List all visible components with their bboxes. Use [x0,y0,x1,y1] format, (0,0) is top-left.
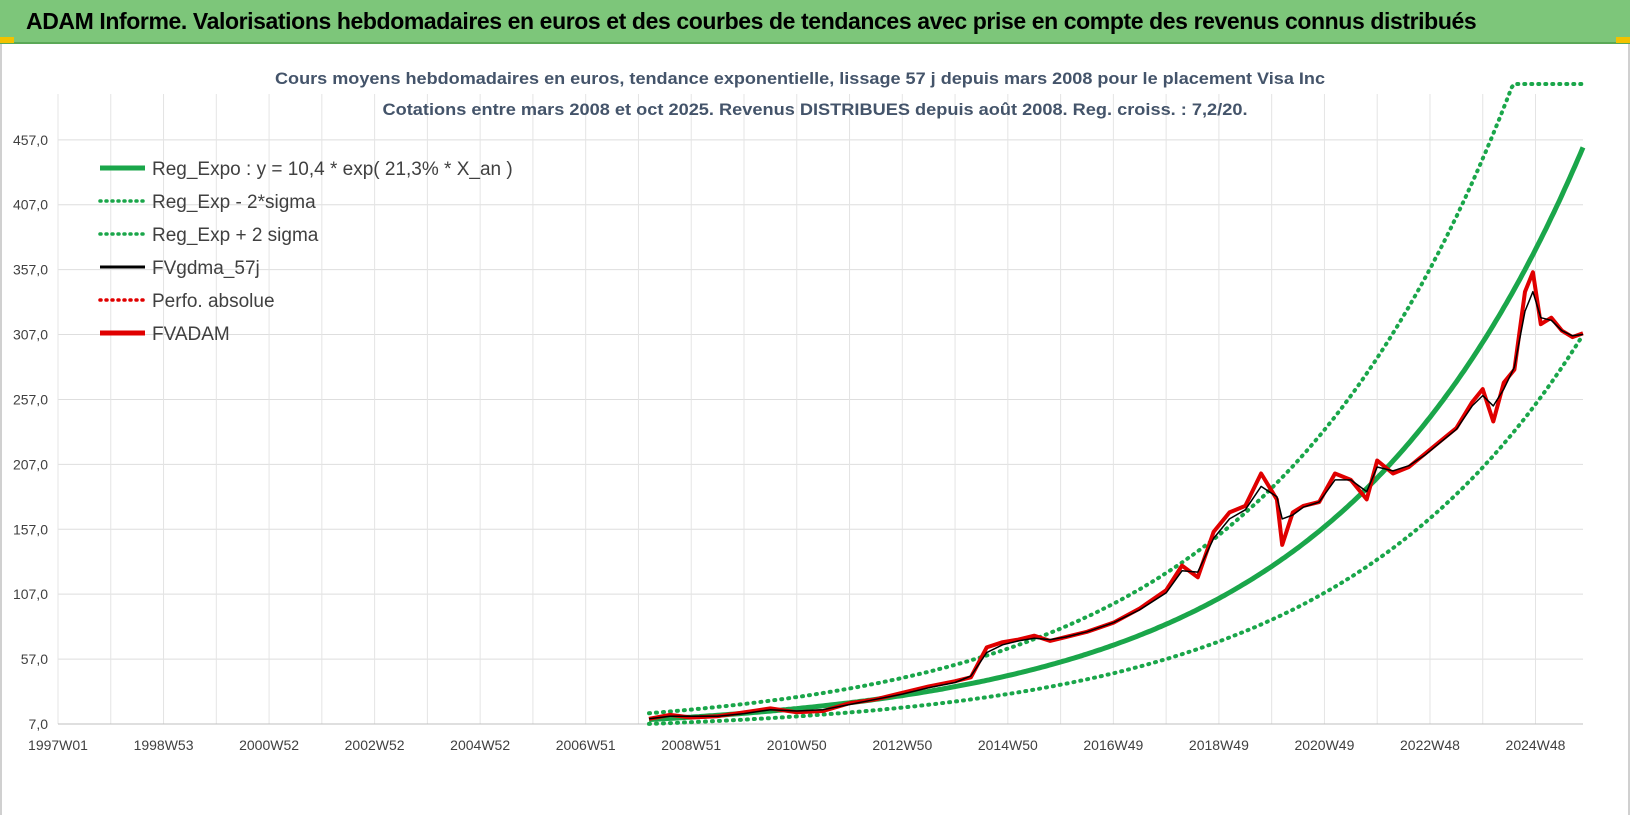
legend-label: Perfo. absolue [152,291,275,312]
x-tick-label: 2024W48 [1506,737,1566,753]
corner-mark-right [1616,37,1630,43]
chart: 7,0 57,0 107,0 157,0 207,0 257,0 307,0 357,0 407… [13,69,1586,753]
x-tick-label: 1998W53 [134,737,194,753]
y-tick-label: 7,0 [29,716,49,732]
y-tick-label: 57,0 [21,651,48,667]
y-tick-label: 107,0 [13,586,48,602]
x-tick-label: 1997W01 [28,737,88,753]
y-tick-label: 457,0 [13,132,48,148]
legend-label: FVgdma_57j [152,258,260,279]
x-tick-label: 2022W48 [1400,737,1460,753]
x-tick-label: 2008W51 [661,737,721,753]
corner-mark-left [0,37,14,43]
x-tick-label: 2020W49 [1294,737,1354,753]
chart-title-line2: Cotations entre mars 2008 et oct 2025. R… [383,100,1248,119]
x-tick-label: 2000W52 [239,737,299,753]
legend-label: Reg_Exp - 2*sigma [152,192,316,213]
y-tick-label: 157,0 [13,521,48,537]
report-title: ADAM Informe. Valorisations hebdomadaire… [26,8,1477,34]
y-tick-label: 357,0 [13,262,48,278]
y-tick-label: 407,0 [13,197,48,213]
x-tick-label: 2018W49 [1189,737,1249,753]
reg-exp-minus-2sigma-line [647,332,1585,726]
chart-series [647,82,1586,726]
y-tick-label: 257,0 [13,391,48,407]
x-tick-label: 2012W50 [872,737,932,753]
fvgdma-57j-line [648,290,1584,720]
chart-title-line1: Cours moyens hebdomadaires en euros, ten… [275,69,1325,88]
x-tick-label: 2010W50 [767,737,827,753]
x-tick-label: 2014W50 [978,737,1038,753]
y-tick-label: 207,0 [13,456,48,472]
report-banner: ADAM Informe. Valorisations hebdomadaire… [0,0,1630,44]
reg-expo-line [648,146,1586,723]
reg-exp-plus-2sigma-line [647,82,1585,716]
y-axis-ticks: 7,0 57,0 107,0 157,0 207,0 257,0 307,0 357,0 407… [13,132,48,732]
x-tick-label: 2016W49 [1083,737,1143,753]
legend-label: Reg_Expo : y = 10,4 * exp( 21,3% * X_an … [152,159,513,180]
x-axis-ticks: 1997W01 1998W53 2000W52 2002W52 2004W52 2006W… [28,737,1566,753]
legend-label: Reg_Exp + 2 sigma [152,225,319,246]
x-tick-label: 2006W51 [556,737,616,753]
y-tick-label: 307,0 [13,327,48,343]
legend-label: FVADAM [152,324,230,345]
fvadam-line [648,270,1584,721]
x-tick-label: 2002W52 [345,737,405,753]
chart-legend: Reg_Expo : y = 10,4 * exp( 21,3% * X_an … [98,159,513,345]
chart-frame [0,44,1630,815]
x-tick-label: 2004W52 [450,737,510,753]
chart-grid [57,94,1583,725]
